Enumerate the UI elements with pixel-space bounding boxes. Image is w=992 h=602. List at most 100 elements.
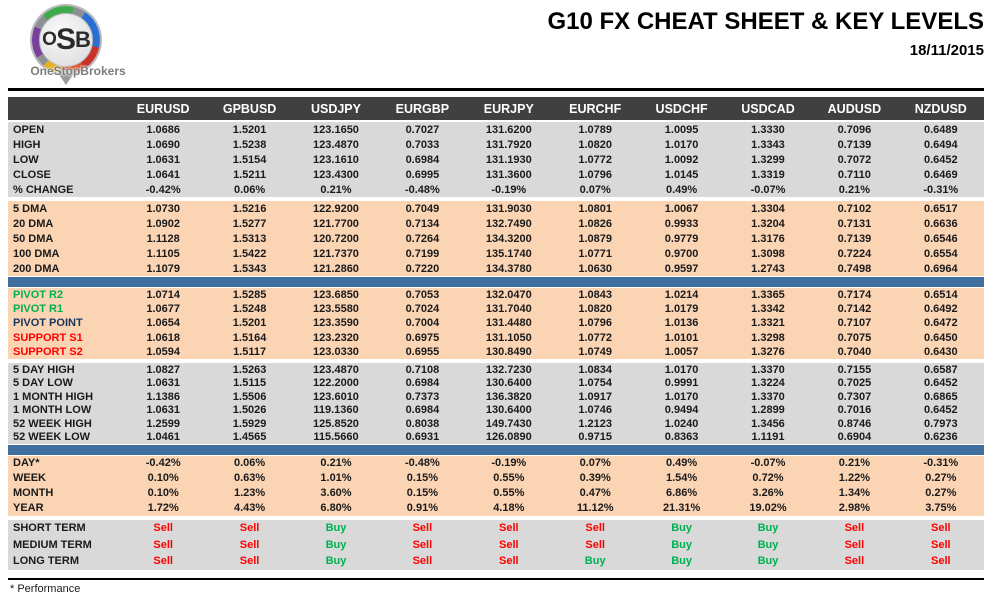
fx-table: EURUSD GPBUSD USDJPY EURGBP EURJPY EURCHF USDC…	[8, 97, 984, 570]
cell-value: 1.0801	[578, 202, 613, 215]
cell-value: 0.6984	[405, 153, 440, 166]
cell-value: 0.9991	[664, 377, 699, 390]
cell-value: 123.4870	[313, 138, 359, 151]
cell-value: 1.0631	[146, 404, 181, 417]
cell-value: 132.7490	[485, 217, 532, 230]
cell-value: 0.7107	[837, 317, 872, 330]
cell-value: 0.7199	[405, 247, 440, 260]
cell-value: 0.6452	[923, 153, 958, 166]
cell-value: 120.7200	[313, 232, 359, 245]
row-label: PIVOT R1	[13, 303, 64, 316]
cell-value: 1.0820	[578, 138, 613, 151]
cell-value: 1.5117	[233, 345, 267, 358]
logo-pin-tail-icon	[56, 70, 76, 85]
section-divider	[8, 444, 984, 455]
cell-value: 0.6452	[923, 404, 958, 417]
cell-value: -0.07%	[750, 457, 786, 470]
cell-value: 1.0917	[578, 390, 613, 403]
cell-value: Buy	[671, 522, 692, 535]
cell-value: Sell	[844, 538, 865, 551]
page-title: G10 FX CHEAT SHEET & KEY LEVELS	[547, 8, 984, 35]
cell-value: 0.7049	[405, 202, 440, 215]
cell-value: 1.0631	[146, 153, 181, 166]
cell-value: 132.0470	[485, 289, 532, 302]
cell-value: 0.06%	[233, 457, 266, 470]
cell-value: 0.6236	[923, 431, 958, 444]
cell-value: -0.48%	[404, 183, 440, 196]
cell-value: 1.0754	[578, 377, 613, 390]
table-row: PIVOT R1 1.0677 1.5248 123.5580 0.7024 131.70…	[8, 302, 984, 317]
cell-value: 0.7110	[837, 168, 871, 181]
cell-value: 123.3590	[313, 317, 359, 330]
cell-value: 0.47%	[579, 487, 611, 500]
cell-value: 1.5343	[232, 262, 267, 275]
cell-value: Buy	[325, 555, 347, 568]
table-row: 52 WEEK LOW 1.0461 1.4565 115.5660 0.6931 126…	[8, 430, 984, 444]
cell-value: 1.5026	[232, 404, 267, 417]
cell-value: 1.0826	[578, 217, 613, 230]
cell-value: 123.0330	[313, 345, 359, 358]
cell-value: 1.5313	[232, 232, 267, 245]
cell-value: 0.49%	[665, 457, 698, 470]
cell-value: 1.0095	[664, 123, 699, 136]
row-label: SUPPORT S1	[13, 331, 83, 344]
row-label: % CHANGE	[13, 183, 74, 196]
cell-value: 0.7307	[837, 390, 872, 403]
cell-value: 136.3820	[485, 390, 532, 403]
cell-value: 4.43%	[233, 502, 266, 515]
cell-value: 1.0170	[664, 363, 699, 376]
cell-value: Buy	[757, 555, 779, 568]
cell-value: Sell	[499, 555, 519, 568]
section-gap	[8, 197, 984, 201]
cell-value: 1.1386	[146, 390, 181, 403]
corner-cell	[8, 97, 120, 120]
cell-value: 0.7224	[837, 247, 872, 260]
cell-value: 0.6489	[923, 123, 958, 136]
cell-value: -0.42%	[145, 457, 181, 470]
column-header-usdchf: USDCHF	[655, 101, 708, 116]
cell-value: 0.7016	[837, 404, 872, 417]
cell-value: 1.3456	[751, 417, 785, 430]
cell-value: 1.3176	[751, 232, 785, 245]
table-row: OPEN 1.0686 1.5201 123.1650 0.7027 131.6200 1.…	[8, 122, 984, 137]
table-row: MONTH 0.10% 1.23% 3.60% 0.15% 0.55% 0.47% 6.86%…	[8, 485, 984, 501]
cell-value: 0.6546	[923, 232, 958, 245]
cell-value: 1.0594	[146, 345, 181, 358]
cell-value: 1.5216	[232, 202, 267, 215]
column-header-eurusd: EURUSD	[136, 101, 190, 116]
cell-value: 1.3370	[751, 390, 785, 403]
table-row: WEEK 0.10% 0.63% 1.01% 0.15% 0.55% 0.39% 1.54% 0…	[8, 470, 984, 486]
cell-value: -0.19%	[491, 457, 527, 470]
table-row: % CHANGE -0.42% 0.06% 0.21% -0.48% -0.19% 0.07…	[8, 182, 984, 197]
cell-value: Sell	[412, 555, 433, 568]
cell-value: 134.3780	[485, 262, 532, 275]
cell-value: 0.21%	[320, 457, 352, 470]
cell-value: Sell	[412, 522, 433, 535]
table-row: SUPPORT S2 1.0594 1.5117 123.0330 0.6955 130.…	[8, 344, 984, 359]
cell-value: 1.5238	[232, 138, 267, 151]
cell-value: 1.54%	[665, 472, 698, 485]
table-row: DAY* -0.42% 0.06% 0.21% -0.48% -0.19% 0.07% 0.4…	[8, 455, 984, 471]
cell-value: 1.3204	[751, 217, 785, 230]
report-date: 18/11/2015	[909, 42, 984, 59]
cell-value: 0.7053	[405, 289, 440, 302]
section-gap	[8, 358, 984, 363]
cell-value: 1.3342	[751, 303, 785, 316]
cell-value: 1.3319	[751, 168, 785, 181]
row-label: MONTH	[13, 487, 54, 500]
cell-value: 1.3276	[751, 345, 785, 358]
cell-value: 1.3343	[751, 138, 785, 151]
cell-value: 1.0789	[578, 123, 613, 136]
section-range: 5 DAY HIGH 1.0827 1.5263 123.4870 0.7108 132.…	[8, 362, 984, 444]
cell-value: 1.2599	[146, 417, 181, 430]
row-label: DAY*	[13, 457, 40, 470]
cell-value: 0.7139	[837, 232, 872, 245]
performance-footnote: * Performance	[10, 583, 81, 595]
row-label: MEDIUM TERM	[13, 538, 92, 551]
cell-value: 1.0101	[664, 331, 699, 344]
cell-value: 11.12%	[576, 502, 614, 515]
cell-value: 1.0771	[578, 247, 613, 260]
column-header-usdcad: USDCAD	[741, 101, 795, 116]
cell-value: 0.6472	[923, 317, 958, 330]
cell-value: 1.3330	[751, 123, 785, 136]
